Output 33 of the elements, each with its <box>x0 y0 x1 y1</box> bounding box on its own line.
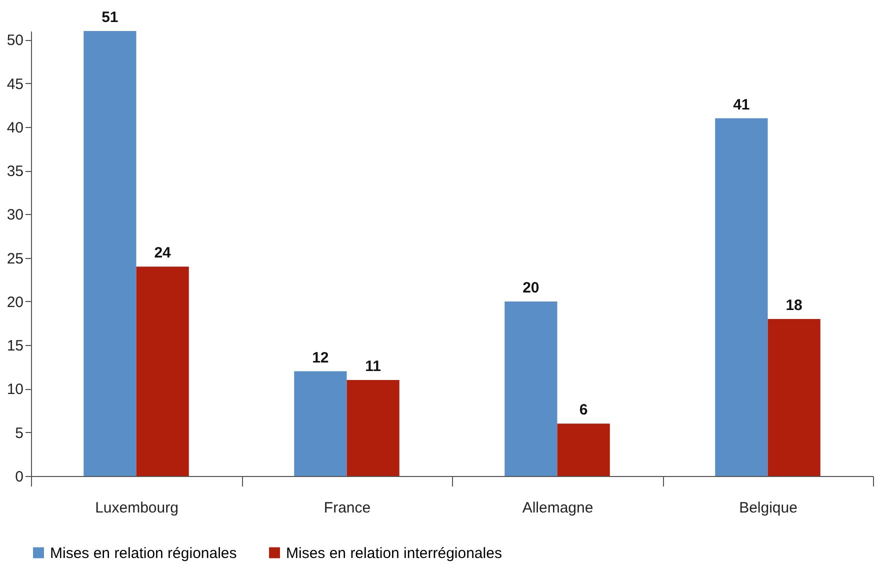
data-label: 41 <box>733 96 750 114</box>
bar <box>294 371 347 476</box>
bar <box>84 31 136 476</box>
data-label: 6 <box>579 402 588 419</box>
y-tick-label: 50 <box>6 32 24 50</box>
y-tick-label: 10 <box>6 381 24 398</box>
y-tick-label: 15 <box>6 338 24 355</box>
data-label: 11 <box>365 358 381 376</box>
y-tick-label: 25 <box>6 250 24 268</box>
y-tick-label: 35 <box>6 163 24 180</box>
data-label: 24 <box>154 244 172 262</box>
bar <box>504 301 558 476</box>
y-tick-label: 0 <box>15 468 24 486</box>
bar <box>715 118 768 476</box>
data-label: 51 <box>102 9 118 26</box>
y-tick-label: 40 <box>6 119 24 136</box>
x-tick-label: France <box>324 500 371 516</box>
legend-label: Mises en relation régionales <box>50 544 237 562</box>
y-tick-label: 5 <box>15 424 24 442</box>
bar <box>346 380 400 476</box>
bar <box>136 266 189 476</box>
data-label: 20 <box>522 279 540 296</box>
data-label: 18 <box>786 296 802 314</box>
bar <box>557 424 610 476</box>
y-tick-label: 30 <box>6 206 24 224</box>
data-label: 12 <box>312 349 329 366</box>
x-tick-label: Belgique <box>739 500 798 516</box>
legend-label: Mises en relation interrégionales <box>286 544 502 562</box>
x-tick-label: Allemagne <box>522 500 594 516</box>
x-tick-label: Luxembourg <box>95 500 178 516</box>
y-tick-label: 20 <box>6 294 24 311</box>
bar <box>768 318 820 476</box>
y-tick-label: 45 <box>6 76 24 93</box>
